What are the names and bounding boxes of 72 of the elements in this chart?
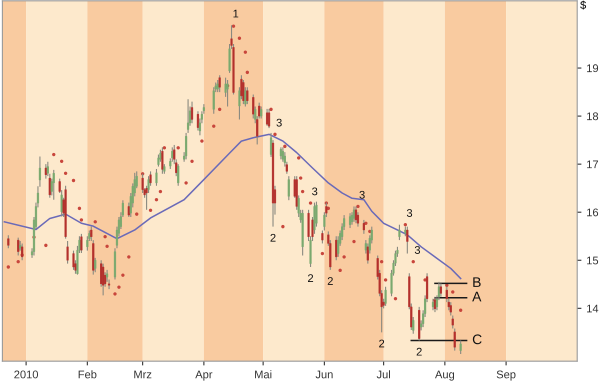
candlestick	[321, 230, 324, 244]
annotation: 3	[276, 118, 282, 127]
x-tick-label: Aug	[434, 370, 454, 381]
candlestick	[72, 250, 75, 270]
annotation: 2	[416, 348, 422, 356]
candlestick	[335, 236, 338, 261]
candlestick	[268, 108, 270, 129]
y-tick-label: 18	[587, 112, 598, 120]
candlestick	[362, 219, 365, 234]
candlestick	[246, 86, 248, 105]
candlestick	[288, 176, 290, 201]
candlestick	[186, 98, 190, 134]
x-tick-label: 2010	[14, 370, 38, 378]
candlestick	[80, 233, 83, 254]
candlestick	[196, 110, 200, 132]
candlestick	[218, 74, 221, 93]
candlestick	[38, 156, 42, 188]
candlestick	[252, 94, 254, 120]
annotation: 2	[308, 274, 314, 282]
candlestick	[157, 154, 160, 168]
candlestick	[440, 282, 442, 298]
candlestick	[212, 86, 215, 114]
candlestick	[242, 80, 244, 105]
candlestick	[190, 101, 194, 124]
annotation: 3	[414, 246, 420, 254]
candlestick	[216, 80, 219, 93]
x-tick-label: Jul	[376, 370, 390, 378]
annotation: 2	[270, 234, 276, 242]
candlestick	[460, 340, 462, 355]
candlestick	[66, 240, 69, 264]
candlestick	[454, 328, 456, 352]
candlestick	[398, 224, 401, 241]
x-tick-label: Feb	[78, 370, 96, 378]
candlestick	[17, 237, 20, 256]
candlestick	[7, 234, 10, 249]
x-tick-label: Jun	[316, 370, 333, 378]
annotation: 2	[379, 340, 384, 348]
x-tick-label: Mai	[255, 370, 272, 378]
annotation: 2	[328, 277, 333, 285]
candlestick	[280, 146, 282, 160]
candlestick	[282, 146, 284, 162]
y-tick-label: 17	[587, 160, 598, 168]
x-tick-label: Mrz	[134, 370, 152, 378]
candlestick	[406, 226, 408, 254]
candlestick	[52, 169, 55, 200]
candlestick	[102, 263, 104, 296]
annotation: A	[472, 292, 482, 302]
x-tick-label: Sep	[496, 370, 516, 381]
candlestick	[452, 314, 454, 330]
y-tick-label: 19	[587, 64, 598, 72]
x-tick-label: Apr	[195, 370, 212, 381]
candlestick	[348, 212, 352, 229]
candlestick	[352, 206, 356, 222]
annotation: 3	[406, 209, 412, 217]
candlestick	[260, 106, 262, 120]
candlestick	[384, 286, 387, 306]
annotation: 3	[312, 187, 318, 196]
candlestick	[44, 164, 47, 180]
candlestick	[155, 168, 158, 186]
candlestick	[185, 132, 188, 160]
candlestick	[450, 302, 452, 316]
annotation: 3	[359, 190, 365, 199]
y-tick-label: 15	[587, 256, 598, 264]
candlestick	[161, 146, 164, 174]
y-axis-title: $	[580, 0, 586, 10]
candlestick	[266, 108, 268, 126]
candlestick	[177, 164, 180, 186]
annotation: 1	[233, 10, 238, 18]
annotation: C	[472, 334, 482, 344]
y-tick-label: 16	[587, 208, 598, 216]
annotation: B	[473, 277, 481, 287]
y-tick-label: 14	[587, 304, 598, 312]
